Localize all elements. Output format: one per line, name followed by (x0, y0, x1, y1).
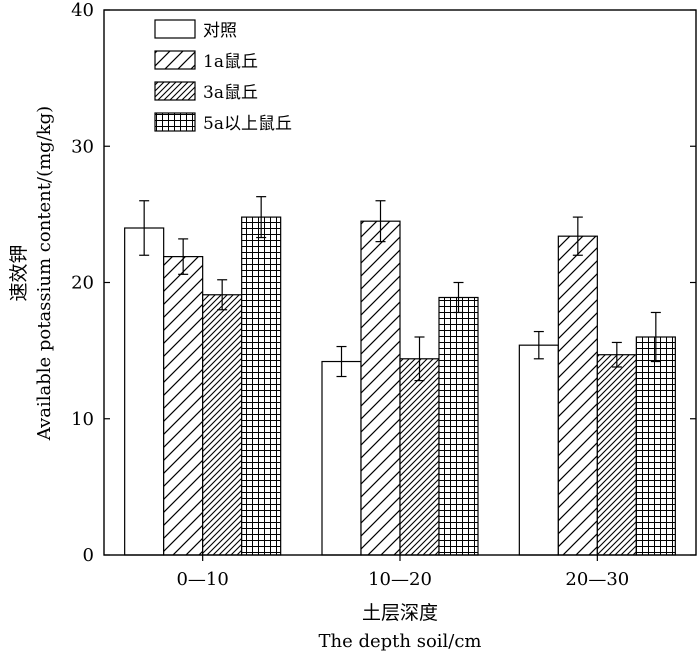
y-tick-label: 20 (71, 273, 94, 294)
legend-swatch (154, 112, 196, 132)
legend-swatch (154, 19, 196, 39)
legend-label: 1a鼠丘 (203, 52, 258, 72)
y-axis-title-cn: 速效钾 (8, 244, 30, 301)
y-tick-label: 0 (83, 545, 94, 566)
bar (360, 220, 401, 556)
legend-swatch (154, 81, 196, 101)
plot-area: 0—10 10—20 20—30 0 10 20 30 40 (71, 0, 697, 590)
plot-frame (103, 9, 697, 556)
y-tick-label: 10 (71, 409, 94, 430)
bar (163, 256, 204, 556)
bar (124, 227, 165, 556)
bar (518, 344, 559, 556)
x-axis-title-cn: 土层深度 (362, 602, 438, 624)
legend-label: 3a鼠丘 (203, 83, 258, 103)
bar (557, 235, 598, 556)
x-tick-label: 10—20 (368, 569, 432, 590)
bar (241, 216, 282, 556)
x-tick-label: 0—10 (176, 569, 228, 590)
legend-label: 对照 (203, 21, 237, 41)
bar (596, 354, 637, 556)
bar (321, 360, 362, 556)
x-axis-title-en: The depth soil/cm (318, 631, 481, 652)
legend-label: 5a以上鼠丘 (203, 114, 292, 134)
y-tick-label: 40 (71, 0, 94, 21)
bar (399, 358, 440, 556)
bar (438, 296, 479, 556)
y-tick-label: 30 (71, 136, 94, 157)
bar (202, 294, 243, 556)
legend-swatch (154, 50, 196, 70)
bar (635, 336, 676, 556)
y-axis-title-en: Available potassium content/(mg/kg) (34, 106, 55, 441)
x-tick-label: 20—30 (565, 569, 629, 590)
legend: 对照 1a鼠丘 3a鼠丘 5a以上鼠丘 (154, 19, 292, 134)
